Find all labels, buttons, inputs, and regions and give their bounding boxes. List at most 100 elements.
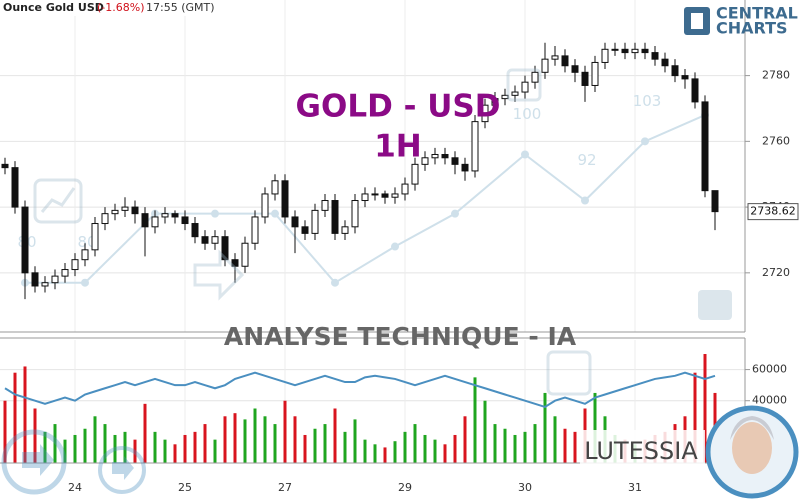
volume-bar <box>693 372 697 463</box>
volume-bar <box>573 431 577 463</box>
candle-body <box>541 58 549 73</box>
candle-body <box>311 209 319 234</box>
indicator-point <box>641 137 649 146</box>
volume-bar <box>593 392 597 463</box>
volume-bar <box>93 416 97 463</box>
candle-body <box>51 275 59 284</box>
volume-bar <box>513 434 517 463</box>
candle-body <box>451 157 459 165</box>
volume-bar <box>493 424 497 463</box>
candle-body <box>41 282 49 287</box>
candle-body <box>81 249 89 261</box>
indicator-label: 100 <box>513 105 542 123</box>
candle-body <box>161 213 169 218</box>
candle-body <box>1 163 9 169</box>
volume-bar <box>73 434 77 463</box>
candle-body <box>361 193 369 202</box>
volume-bar <box>63 439 67 463</box>
volume-bar <box>483 400 487 463</box>
volume-bar <box>303 434 307 463</box>
volume-bar <box>163 439 167 463</box>
volume-bar <box>283 400 287 463</box>
volume-bar <box>523 431 527 463</box>
symbol: Ounce Gold USD <box>3 1 104 14</box>
volume-bar <box>223 416 227 463</box>
candle-body <box>561 55 569 67</box>
volume-bar <box>373 444 377 463</box>
watermark-icons <box>1 68 732 495</box>
indicator-label: 92 <box>577 151 596 169</box>
volume-bar <box>413 424 417 463</box>
candle-body <box>171 213 179 218</box>
volume-bar <box>13 372 17 463</box>
title: GOLD - USD <box>296 89 501 125</box>
annotation: ANALYSE TECHNIQUE - IA <box>224 322 577 351</box>
volume-bar <box>203 424 207 463</box>
x-tick-label: 27 <box>278 481 292 494</box>
candle-body <box>441 153 449 159</box>
badge: LUTESSIA <box>584 437 698 465</box>
candle-body <box>521 81 529 93</box>
candle-body <box>571 65 579 73</box>
candle-body <box>211 236 219 244</box>
candle-body <box>621 48 629 54</box>
volume-bar <box>43 431 47 463</box>
indicator-point <box>521 150 529 159</box>
x-tick-label: 30 <box>518 481 532 494</box>
y-tick-label: 2760 <box>762 134 790 147</box>
volume-bar <box>503 428 507 463</box>
volume-bar <box>23 366 27 463</box>
volume-bar <box>563 428 567 463</box>
candle-body <box>671 65 679 77</box>
volume-bar <box>213 439 217 463</box>
candle-body <box>261 193 269 218</box>
candle-body <box>71 259 79 271</box>
candle-body <box>371 193 379 196</box>
avatar-hair <box>730 416 774 440</box>
candle-body <box>301 226 309 234</box>
y-tick-label: 2720 <box>762 266 790 279</box>
candle-body <box>141 213 149 228</box>
indicator-point <box>81 278 89 287</box>
candle-body <box>251 216 259 244</box>
volume-bar <box>143 403 147 463</box>
candle-body <box>91 223 99 251</box>
candle-body <box>471 121 479 172</box>
volume-bar <box>343 431 347 463</box>
candle-body <box>31 272 39 287</box>
volume-bar <box>273 424 277 463</box>
volume-bar <box>253 408 257 463</box>
brand-name-2: CHARTS <box>716 19 788 38</box>
volume-bar <box>393 441 397 463</box>
brand-logo-inner <box>691 13 703 29</box>
last-price-label: 2738.62 <box>750 205 796 218</box>
candle-body <box>21 206 29 274</box>
candle-body <box>331 200 339 234</box>
candle-body <box>511 91 519 96</box>
candle-body <box>291 216 299 228</box>
volume-bar <box>323 424 327 463</box>
volume-bar <box>353 419 357 463</box>
candle-body <box>231 259 239 267</box>
x-tick-label: 24 <box>68 481 82 494</box>
header-bg <box>0 0 215 16</box>
candle-body <box>651 52 659 60</box>
volume-bar <box>433 439 437 463</box>
volume-bar <box>193 431 197 463</box>
candle-body <box>151 216 159 228</box>
candle-body <box>351 200 359 228</box>
volume-bar <box>243 419 247 463</box>
candle-body <box>501 94 509 100</box>
volume-bar <box>313 428 317 463</box>
volume-bar <box>83 428 87 463</box>
candle-body <box>281 180 289 218</box>
volume-bar <box>263 416 267 463</box>
volume-bar <box>703 354 707 463</box>
last-price-box <box>747 203 799 221</box>
volume-bar <box>153 431 157 463</box>
candle-body <box>391 193 399 198</box>
volume-bar <box>183 434 187 463</box>
volume-y-tick-label: 40000 <box>752 394 787 407</box>
candle-body <box>111 209 119 215</box>
